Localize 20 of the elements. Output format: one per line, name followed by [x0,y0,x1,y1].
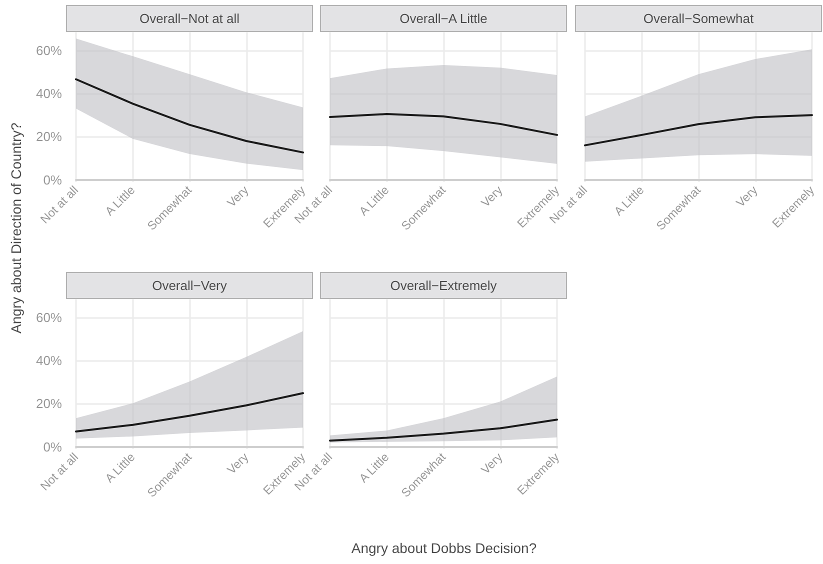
line-series [75,78,304,154]
y-tick-label: 60% [36,42,62,58]
x-tick-label: Very [478,183,506,210]
chart-title: Overall−Very [66,272,313,299]
x-tick-label: Very [478,450,506,477]
x-tick-label: Very [224,183,252,210]
chart-title: Overall−Somewhat [575,5,822,32]
y-tick-label: 40% [36,86,62,102]
x-axis-title: Angry about Dobbs Decision? [351,540,537,556]
y-tick-label: 40% [36,353,62,368]
x-tick-label: Very [224,450,252,477]
chart-title: Overall−Extremely [320,272,567,299]
y-tick-label: 20% [36,129,62,144]
line-series [75,392,304,433]
chart-title: Overall−A Little [320,5,567,32]
y-axis-title: Angry about Direction of Country? [8,122,24,334]
chart-title: Overall−Not at all [66,5,313,32]
x-tick-label: Very [733,183,760,210]
y-tick-label: 20% [36,396,62,412]
y-tick-label: 60% [36,310,62,325]
